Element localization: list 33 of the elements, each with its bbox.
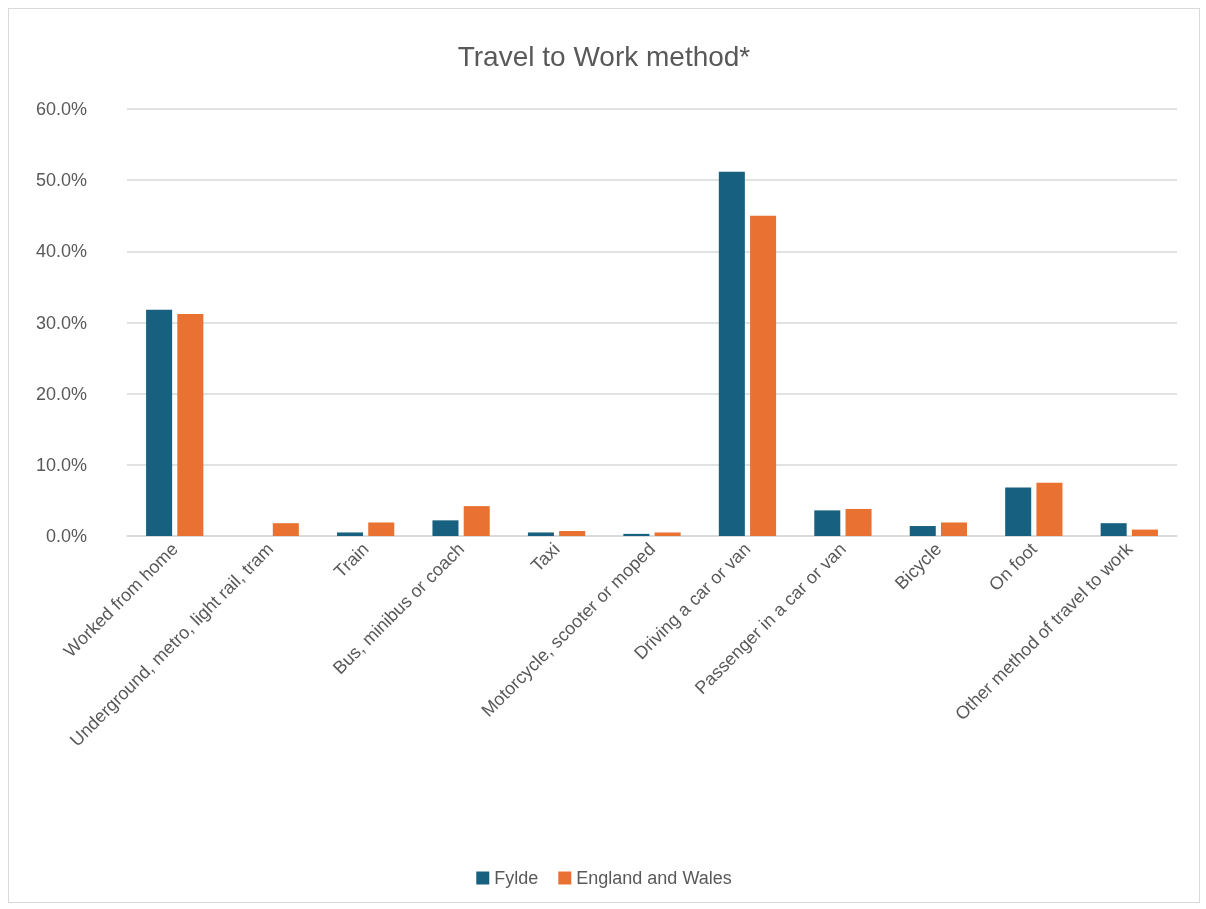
legend-label: Fylde	[494, 868, 539, 888]
x-tick-label: On foot	[985, 538, 1041, 595]
bar	[718, 171, 745, 536]
legend-label: England and Wales	[576, 868, 732, 888]
bar	[1005, 487, 1032, 536]
y-tick-label: 20.0%	[35, 383, 87, 404]
bar	[909, 526, 936, 536]
y-tick-label: 40.0%	[35, 241, 87, 262]
bar	[559, 531, 586, 536]
x-tick-label: Taxi	[526, 538, 564, 576]
y-tick-label: 50.0%	[35, 170, 87, 191]
bar	[337, 532, 364, 536]
bar	[814, 510, 841, 536]
y-tick-label: 60.0%	[35, 99, 87, 119]
bar	[527, 532, 554, 536]
bar	[1036, 482, 1063, 536]
bar	[623, 533, 650, 536]
bar	[940, 522, 967, 536]
chart-title: Travel to Work method*	[457, 40, 751, 72]
bar	[654, 532, 681, 536]
bar	[272, 523, 299, 536]
y-tick-label: 0.0%	[45, 526, 87, 546]
bar	[845, 508, 872, 536]
y-tick-label: 10.0%	[35, 454, 87, 475]
bar	[1131, 529, 1158, 536]
bar	[368, 522, 395, 536]
bar	[177, 313, 204, 536]
y-tick-label: 30.0%	[35, 312, 87, 333]
bar	[1100, 523, 1127, 536]
bar	[463, 506, 490, 536]
bar	[750, 215, 777, 536]
bar	[146, 309, 173, 536]
bar	[432, 520, 459, 536]
